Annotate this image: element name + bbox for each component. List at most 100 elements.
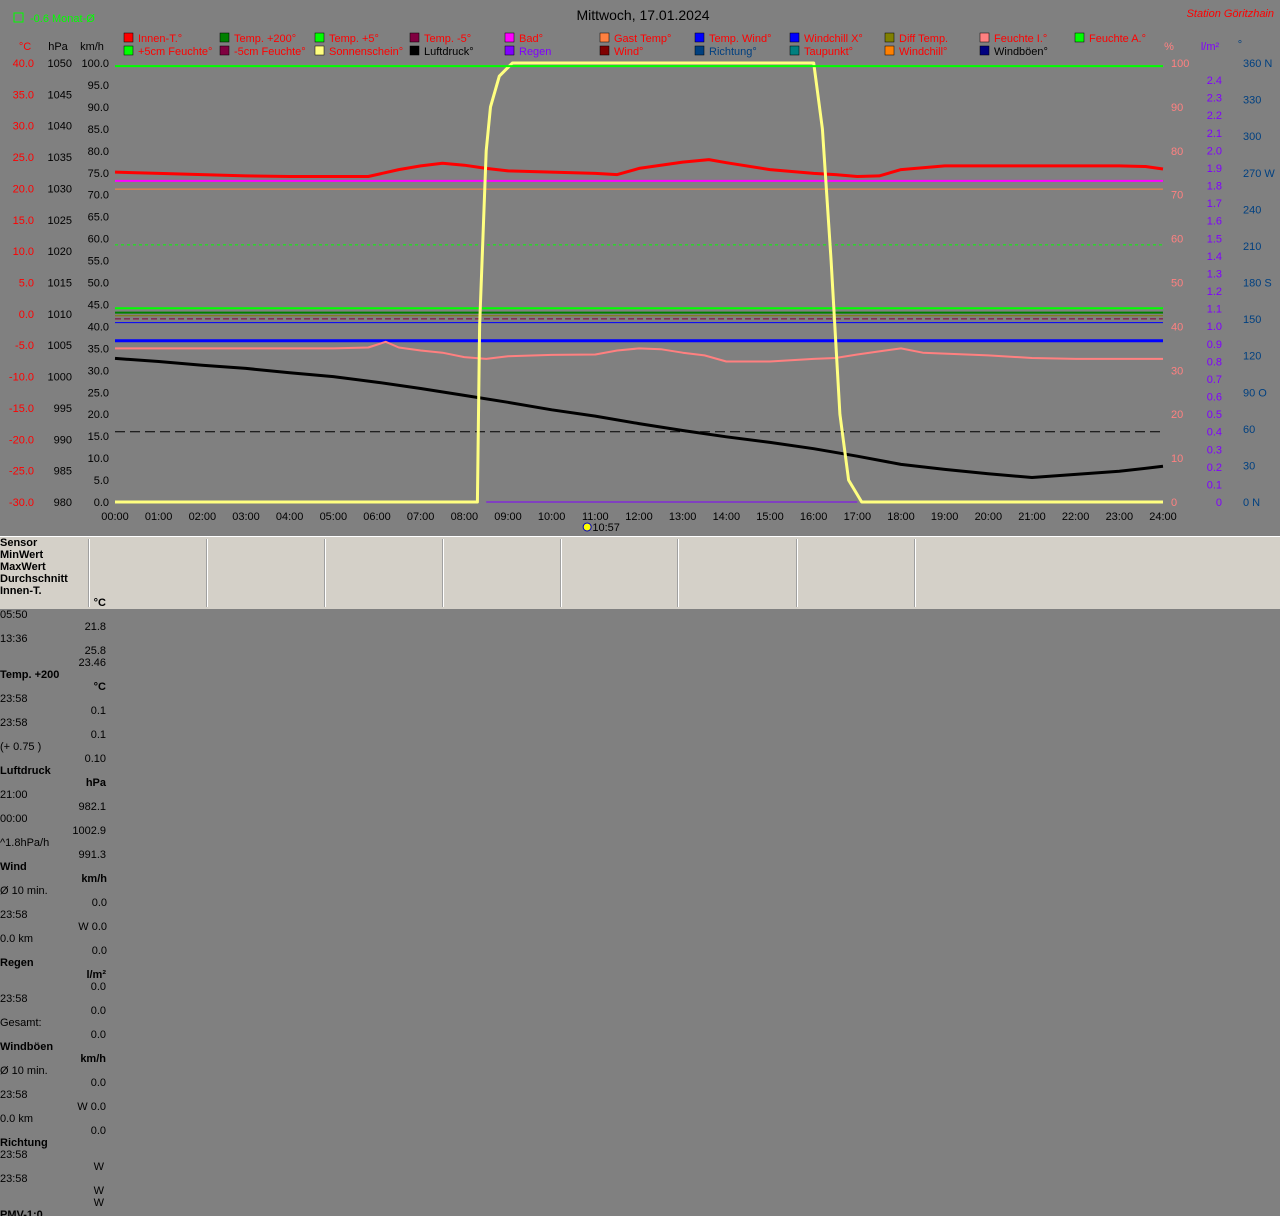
column-divider (324, 539, 326, 607)
unit-label: °C (19, 41, 31, 53)
legend-swatch (123, 45, 134, 56)
row-label: MaxWert (0, 561, 46, 573)
series-line (114, 158, 1164, 178)
table-header: Temp. +200 (0, 669, 60, 681)
table-cell: 13:36 (0, 633, 28, 645)
table-header: Windböen (0, 1041, 54, 1053)
tick-label: 0.0 (19, 309, 34, 321)
table-value: 0.0 (90, 1077, 106, 1089)
legend-swatch (123, 32, 134, 43)
table-value: 982.1 (78, 801, 106, 813)
column-divider (677, 539, 679, 607)
legend-label: Feuchte A.° (1089, 33, 1146, 45)
legend-swatch (314, 32, 325, 43)
tick-label: 150 (1243, 314, 1261, 326)
unit-label: ° (1238, 39, 1242, 51)
tick-label: 0 (1216, 497, 1222, 509)
legend-swatch (219, 45, 230, 56)
table-value: 0.0 (91, 897, 107, 909)
tick-label: 0.1 (1207, 479, 1222, 491)
unit-label: hPa (48, 41, 68, 53)
table-value: W (93, 1197, 104, 1209)
tick-label: 1030 (48, 183, 72, 195)
tick-label: 1000 (48, 372, 72, 384)
tick-label: 1.3 (1207, 268, 1222, 280)
legend-label: Wind° (614, 46, 643, 58)
table-unit: °C (93, 597, 106, 609)
tick-label: 180 S (1243, 278, 1272, 290)
table-header: Richtung (0, 1137, 48, 1149)
plot-area (114, 61, 1164, 504)
tick-label: 15:00 (756, 511, 784, 523)
tick-label: 35.0 (13, 89, 34, 101)
table-value: 991.3 (78, 849, 106, 861)
tick-label: 24:00 (1149, 511, 1177, 523)
tick-label: 04:00 (276, 511, 304, 523)
legend-swatch (314, 45, 325, 56)
tick-label: 0 (1171, 497, 1177, 509)
tick-label: 100 (1171, 58, 1189, 70)
tick-label: 80 (1171, 146, 1183, 158)
legend-swatch (694, 45, 705, 56)
tick-label: -10.0 (9, 372, 34, 384)
table-cell: 23:58 (0, 1173, 28, 1185)
table-header: Sensor (0, 537, 38, 549)
legend-swatch (979, 32, 990, 43)
table-cell: 21:00 (0, 789, 28, 801)
table-cell: 23:58 (0, 693, 28, 705)
legend-label: Taupunkt° (804, 46, 853, 58)
tick-label: 10:00 (538, 511, 566, 523)
tick-label: -25.0 (9, 466, 34, 478)
tick-label: 30.0 (88, 365, 109, 377)
tick-label: 08:00 (451, 511, 479, 523)
tick-label: 13:00 (669, 511, 697, 523)
chart-title: Mittwoch, 17.01.2024 (576, 7, 709, 23)
tick-label: 1.4 (1207, 251, 1222, 263)
tick-label: -20.0 (9, 434, 34, 446)
table-header: Regen (0, 957, 34, 969)
tick-label: 0.9 (1207, 339, 1222, 351)
tick-label: 15.0 (13, 215, 34, 227)
legend-swatch (219, 32, 230, 43)
table-cell: 00:00 (0, 813, 28, 825)
stats-table: Sensor MinWert MaxWert Durchschnitt Innen-T.… (0, 536, 1280, 1216)
row-label: MinWert (0, 549, 44, 561)
column-divider (88, 539, 90, 607)
tick-label: 40.0 (88, 321, 109, 333)
legend-swatch (884, 45, 895, 56)
monthly-avg: -0.6 Monat-Ø (30, 13, 95, 25)
legend-swatch (409, 32, 420, 43)
tick-label: 5.0 (94, 475, 109, 487)
tick-label: 20:00 (975, 511, 1003, 523)
tick-label: 990 (54, 434, 72, 446)
series-line (114, 356, 1164, 479)
table-unit: °C (93, 681, 106, 693)
legend-swatch (409, 45, 420, 56)
tick-label: -5.0 (15, 340, 34, 352)
row-label: Durchschnitt (0, 573, 68, 585)
tick-label: 10.0 (88, 453, 109, 465)
tick-label: 0.4 (1207, 427, 1222, 439)
table-value: 25.8 (84, 645, 106, 657)
table-value: 0.0 (90, 981, 106, 993)
table-value: 23.46 (78, 657, 106, 669)
tick-label: -15.0 (9, 403, 34, 415)
tick-label: 0.7 (1207, 374, 1222, 386)
tick-label: 90 O (1243, 387, 1267, 399)
column-divider (442, 539, 444, 607)
tick-label: 0.3 (1207, 444, 1222, 456)
legend-swatch (504, 45, 515, 56)
tick-label: 22:00 (1062, 511, 1090, 523)
tick-label: 50.0 (88, 278, 109, 290)
legend-label: Gast Temp° (614, 33, 671, 45)
tick-label: 210 (1243, 241, 1261, 253)
tick-label: 1.1 (1207, 304, 1222, 316)
legend-label: Sonnenschein° (329, 46, 403, 58)
table-value: 0.10 (84, 753, 106, 765)
tick-label: 10.0 (13, 246, 34, 258)
series-line (115, 61, 1163, 504)
tick-label: 1.0 (1207, 321, 1222, 333)
table-cell: 23:58 (0, 1089, 28, 1101)
series-line (115, 340, 1163, 363)
tick-label: 1.9 (1207, 163, 1222, 175)
